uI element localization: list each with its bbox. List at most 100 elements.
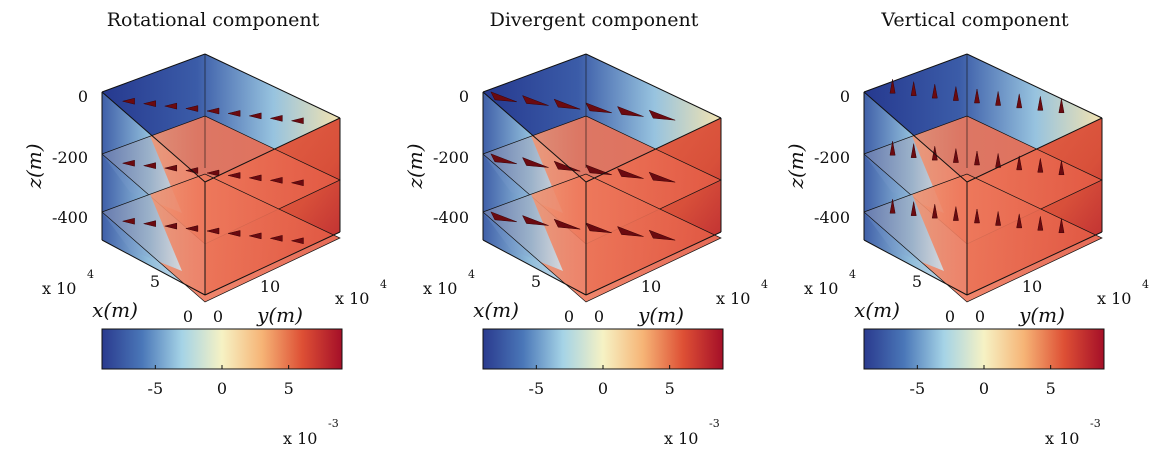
vector-arrow	[185, 105, 199, 112]
vector-arrow	[164, 164, 178, 172]
vector-arrow	[270, 177, 283, 184]
colorbar-tick-label: 0	[598, 379, 608, 398]
vector-arrow	[521, 157, 549, 168]
z-tick-label: 0	[459, 87, 469, 106]
depth-slice-cool-3	[483, 194, 563, 271]
colorbar-tick-label: -5	[529, 379, 545, 398]
cube-edge	[204, 53, 341, 119]
vector-arrow	[974, 88, 980, 104]
vector-arrow	[228, 172, 241, 179]
vector-arrow	[931, 84, 938, 99]
cube-edge	[101, 53, 206, 93]
cube-edge	[966, 117, 1103, 183]
colorbar	[863, 328, 1105, 370]
x-axis-label: x(m)	[854, 298, 900, 322]
slice-edge	[863, 173, 1103, 303]
vector-arrow	[270, 235, 283, 242]
vector-arrow	[889, 199, 896, 214]
x-tick-label: 0	[183, 307, 193, 326]
vector-arrow	[910, 143, 917, 158]
y-multiplier: x 10	[716, 289, 750, 308]
vector-arrow	[206, 107, 220, 115]
x-tick-label: 0	[564, 307, 574, 326]
vector-arrow	[490, 91, 517, 103]
vector-arrow	[270, 115, 283, 122]
vector-arrow	[228, 230, 241, 237]
vector-arrow	[521, 95, 549, 106]
y-multiplier: x 10	[1097, 289, 1131, 308]
vector-arrow	[122, 159, 135, 167]
vector-arrow	[553, 218, 581, 230]
y-tick-label: 10	[260, 277, 280, 296]
depth-slice-3	[864, 174, 1102, 302]
x-axis-label: x(m)	[92, 298, 138, 322]
vector-arrow	[974, 208, 980, 224]
vector-arrow	[291, 237, 304, 245]
x-exponent: 4	[849, 268, 856, 281]
vector-arrow	[952, 148, 959, 163]
slice-edge	[101, 173, 341, 303]
vector-arrow	[521, 215, 549, 226]
depth-slice-2	[102, 116, 340, 244]
vector-arrow	[585, 164, 612, 176]
cube-edge	[966, 53, 1103, 119]
chart-panel-1: Rotational component 0 -200 -400 z(m) 5 0 x 10 4…	[22, 9, 387, 448]
cube-edge	[101, 91, 206, 183]
colorbar-tick-label: 0	[979, 379, 989, 398]
vector-arrow	[1037, 96, 1044, 111]
z-tick-label: -200	[52, 148, 88, 167]
vector-arrow	[910, 81, 917, 96]
vector-arrow	[1016, 155, 1023, 171]
vector-arrow	[228, 110, 241, 117]
y-exponent: 4	[1142, 278, 1149, 291]
vector-arrow	[143, 100, 156, 107]
cube-edge	[863, 53, 968, 93]
vector-arrow	[585, 222, 612, 234]
vector-arrow	[616, 106, 644, 117]
vector-arrow	[490, 211, 517, 223]
vector-arrow	[1058, 218, 1065, 234]
vector-arrow	[952, 206, 959, 221]
y-tick-label: 0	[594, 307, 604, 326]
vector-arrow	[553, 98, 581, 110]
y-tick-label: 10	[641, 277, 661, 296]
x-multiplier: x 10	[804, 279, 838, 298]
x-tick-label: 5	[912, 272, 922, 291]
z-tick-label: -400	[433, 208, 469, 227]
cube-edge	[585, 53, 722, 119]
vector-arrow	[122, 97, 135, 105]
vector-arrow	[185, 225, 199, 232]
y-tick-label: 0	[975, 307, 985, 326]
vector-arrow	[143, 162, 156, 169]
colorbar-tick-label: 5	[665, 379, 675, 398]
cube-edge	[204, 117, 341, 183]
vector-arrow	[585, 102, 612, 114]
vector-arrow	[1016, 93, 1023, 109]
z-tick-label: -200	[433, 148, 469, 167]
vector-arrow	[291, 117, 304, 125]
depth-slice-cool-3	[864, 194, 944, 271]
y-tick-label: 10	[1022, 277, 1042, 296]
cube-edge	[863, 91, 968, 183]
vector-arrow	[249, 174, 262, 182]
y-multiplier: x 10	[335, 289, 369, 308]
cube-edge	[482, 239, 587, 296]
y-exponent: 4	[761, 278, 768, 291]
colorbar-tick-label: 5	[1046, 379, 1056, 398]
depth-slice-2	[864, 116, 1102, 244]
vector-arrow	[995, 91, 1002, 106]
vector-arrow	[1037, 158, 1044, 173]
z-tick-label: -400	[814, 208, 850, 227]
vector-arrow	[889, 79, 896, 94]
z-tick-label: -400	[52, 208, 88, 227]
vector-arrow	[974, 150, 980, 166]
vector-arrow	[910, 201, 917, 216]
top-face	[102, 54, 340, 182]
cube-edge	[863, 239, 968, 296]
vector-arrow	[164, 222, 178, 230]
x-multiplier: x 10	[423, 279, 457, 298]
vector-arrow	[206, 227, 220, 235]
top-face	[864, 54, 1102, 182]
vector-arrow	[249, 112, 262, 120]
